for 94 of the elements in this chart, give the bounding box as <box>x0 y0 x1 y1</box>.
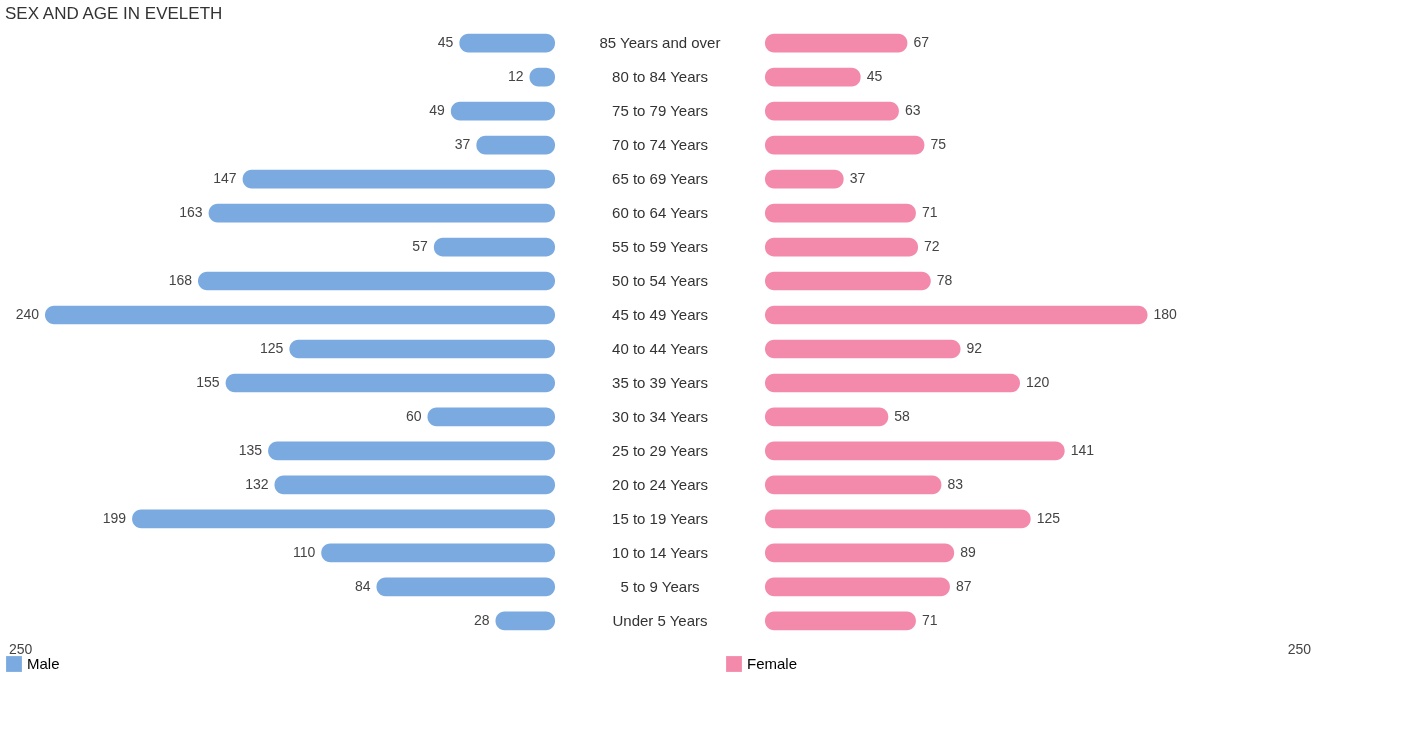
bar <box>765 101 899 121</box>
data-label: 45 <box>437 34 454 51</box>
bar <box>225 373 555 393</box>
bar <box>433 237 555 257</box>
y-tick-label: 20 to 24 Years <box>612 475 708 493</box>
data-label: 12 <box>507 68 524 85</box>
data-label: 63 <box>904 102 921 119</box>
bar <box>274 475 555 495</box>
bar <box>765 441 1065 461</box>
bar <box>765 373 1020 393</box>
bar <box>765 203 916 223</box>
data-label: 49 <box>429 102 446 119</box>
data-label: 87 <box>955 577 972 594</box>
data-label: 163 <box>179 204 203 221</box>
data-label: 141 <box>1070 441 1095 458</box>
data-label: 89 <box>960 543 976 560</box>
data-label: 78 <box>936 272 953 289</box>
y-tick-label: 30 to 34 Years <box>612 407 708 425</box>
data-label: 180 <box>1153 306 1178 323</box>
bar <box>208 203 555 223</box>
y-tick-label: Under 5 Years <box>612 611 708 629</box>
y-tick-label: 40 to 44 Years <box>612 339 708 357</box>
data-label: 37 <box>454 136 471 153</box>
y-tick-label: 25 to 29 Years <box>612 441 708 459</box>
data-label: 75 <box>930 136 947 153</box>
bar <box>45 305 555 325</box>
data-label: 240 <box>15 306 40 323</box>
y-tick-label: 65 to 69 Years <box>612 170 708 188</box>
data-label: 168 <box>168 272 193 289</box>
bar <box>765 577 950 597</box>
data-label: 135 <box>238 441 263 458</box>
bar <box>242 169 555 189</box>
bar <box>765 611 916 631</box>
bar <box>321 543 555 563</box>
data-label: 199 <box>102 509 127 526</box>
bar <box>765 135 925 155</box>
data-label: 60 <box>405 407 422 424</box>
bar <box>765 271 931 291</box>
y-tick-label: 45 to 49 Years <box>612 306 708 324</box>
y-tick-label: 70 to 74 Years <box>612 136 708 154</box>
bar <box>268 441 555 461</box>
data-label: 67 <box>913 34 930 51</box>
data-label: 125 <box>260 339 284 356</box>
text: 250 <box>9 641 33 657</box>
y-tick-label: 50 to 54 Years <box>612 272 708 290</box>
data-label: 28 <box>473 611 490 628</box>
y-tick-label: 10 to 14 Years <box>612 543 708 561</box>
chart-title: SEX AND AGE IN EVELETH <box>5 4 223 23</box>
bar <box>765 67 861 87</box>
data-label: 58 <box>894 407 911 424</box>
bar <box>765 237 918 257</box>
data-label: 120 <box>1026 373 1050 390</box>
data-label: 84 <box>354 577 371 594</box>
data-label: 92 <box>966 339 983 356</box>
bar <box>765 543 955 563</box>
y-tick-label: 75 to 79 Years <box>612 102 708 120</box>
bar <box>132 509 555 529</box>
bar <box>765 305 1148 325</box>
bar <box>765 339 961 359</box>
bar <box>198 271 555 291</box>
data-label: 155 <box>196 373 220 390</box>
data-label: 71 <box>921 204 938 221</box>
data-label: 147 <box>213 170 237 187</box>
data-label: 110 <box>292 543 316 560</box>
bar <box>495 611 555 631</box>
data-label: 71 <box>921 611 938 628</box>
data-label: 125 <box>1036 509 1061 526</box>
bar <box>765 407 889 427</box>
bar <box>289 339 555 359</box>
data-label: 132 <box>245 475 269 492</box>
y-tick-label: 85 Years and over <box>599 34 721 52</box>
y-tick-label: 60 to 64 Years <box>612 204 708 222</box>
bar <box>765 33 908 53</box>
bar <box>476 135 555 155</box>
bar <box>765 475 942 495</box>
legend-label: Male <box>27 655 60 672</box>
data-label: 72 <box>924 238 940 255</box>
y-tick-label: 15 to 19 Years <box>612 509 708 527</box>
y-tick-label: 5 to 9 Years <box>620 577 700 595</box>
y-tick-label: 80 to 84 Years <box>612 68 708 86</box>
legend-label: Female <box>747 655 798 672</box>
y-tick-label: 55 to 59 Years <box>612 238 708 256</box>
data-label: 37 <box>849 170 866 187</box>
bar <box>376 577 555 597</box>
data-label: 45 <box>866 68 883 85</box>
bar <box>450 101 555 121</box>
bar <box>765 509 1031 529</box>
y-tick-label: 35 to 39 Years <box>612 373 708 391</box>
data-label: 83 <box>947 475 964 492</box>
bar <box>427 407 555 427</box>
text: 250 <box>1287 641 1312 657</box>
data-label: 57 <box>412 238 429 255</box>
bar <box>765 169 844 189</box>
bar <box>459 33 555 53</box>
